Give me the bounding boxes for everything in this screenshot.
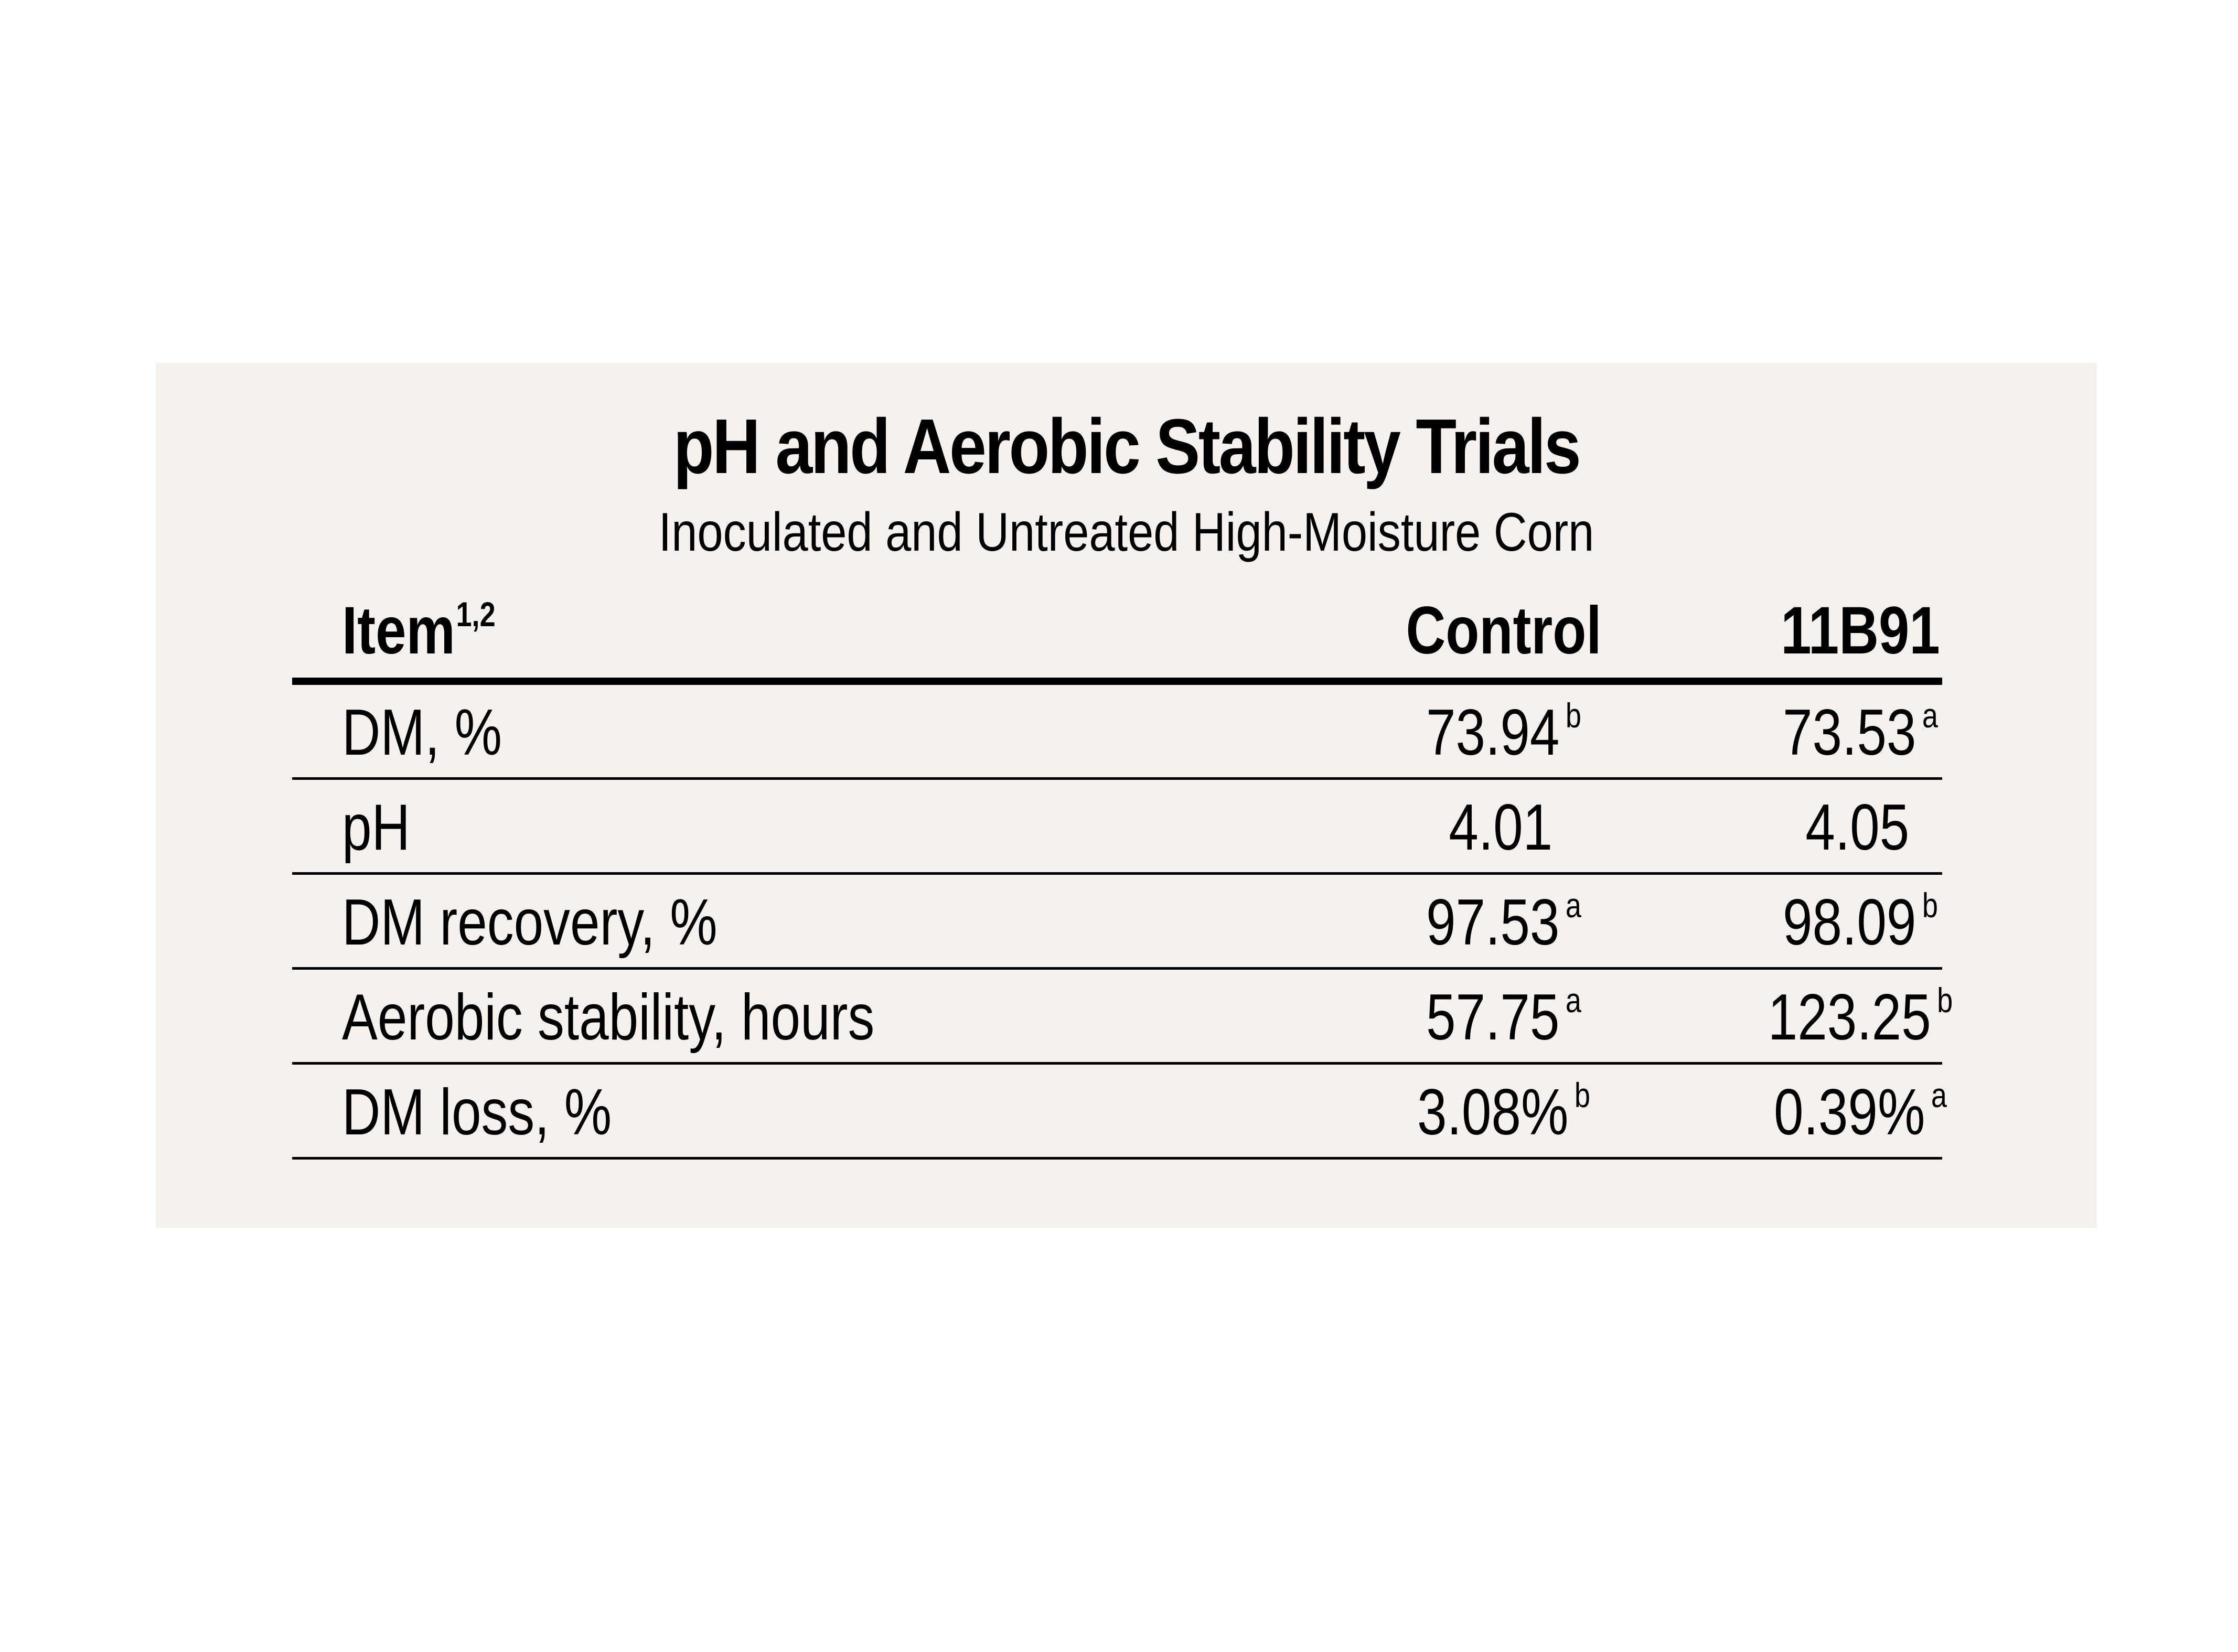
row-treated-value: 123.25 xyxy=(1768,981,1931,1054)
row-control-value: 3.08% xyxy=(1417,1076,1569,1149)
table-row: DM loss, % 3.08% b 0.39% a xyxy=(292,1065,1947,1160)
row-control-value: 57.75 xyxy=(1426,981,1560,1054)
table-subtitle: Inoculated and Untreated High-Moisture C… xyxy=(658,502,1594,563)
row-item-label: Aerobic stability, hours xyxy=(342,981,875,1054)
row-control-value: 73.94 xyxy=(1426,696,1560,769)
table-row: Aerobic stability, hours 57.75 a 123.25 b xyxy=(292,970,1953,1065)
row-control-sup: b xyxy=(1574,1076,1590,1114)
row-control-value: 97.53 xyxy=(1426,886,1560,959)
row-treated-sup: a xyxy=(1931,1076,1947,1114)
row-control-sup: b xyxy=(1565,696,1582,735)
row-control-sup: a xyxy=(1565,886,1582,925)
table-header-row: Item1,2 Control 11B91 xyxy=(292,593,1942,685)
row-control-cell: 73.94 b xyxy=(1362,676,1645,772)
row-item-label: DM recovery, % xyxy=(342,886,718,959)
header-treated: 11B91 xyxy=(1781,593,1940,668)
row-item-label: DM, % xyxy=(342,696,502,769)
row-treated-value: 0.39% xyxy=(1774,1076,1925,1149)
row-treated-cell: 4.05 xyxy=(1727,771,1994,867)
row-treated-cell: 123.25 b xyxy=(1727,961,1994,1057)
header-item-label: Item xyxy=(342,593,455,668)
row-treated-cell: 73.53 a xyxy=(1727,676,1994,772)
row-treated-value: 4.05 xyxy=(1805,791,1910,864)
row-control-cell: 3.08% b xyxy=(1362,1056,1645,1152)
row-control-cell: 4.01 xyxy=(1362,771,1645,867)
table-row: DM, % 73.94 b 73.53 a xyxy=(292,685,1942,780)
row-treated-sup: a xyxy=(1922,696,1939,735)
row-treated-cell: 98.09 b xyxy=(1727,866,1994,962)
row-control-cell: 97.53 a xyxy=(1362,866,1645,962)
row-treated-value: 73.53 xyxy=(1782,696,1916,769)
header-item: Item1,2 xyxy=(342,575,496,670)
row-treated-sup: b xyxy=(1937,981,1953,1020)
header-item-footnote: 1,2 xyxy=(456,595,496,634)
table-panel: pH and Aerobic Stability Trials Inoculat… xyxy=(156,363,2097,1228)
row-treated-value: 98.09 xyxy=(1782,886,1916,959)
row-treated-cell: 0.39% a xyxy=(1727,1056,1994,1152)
row-control-value: 4.01 xyxy=(1449,791,1553,864)
row-control-cell: 57.75 a xyxy=(1362,961,1645,1057)
table-row: DM recovery, % 97.53 a 98.09 b xyxy=(292,875,1942,970)
table-row: pH 4.01 4.05 xyxy=(292,780,1942,875)
header-control: Control xyxy=(1406,593,1602,668)
row-control-sup: a xyxy=(1565,981,1582,1020)
row-item-label: pH xyxy=(342,791,410,864)
table-title: pH and Aerobic Stability Trials xyxy=(673,403,1581,490)
row-treated-sup: b xyxy=(1922,886,1939,925)
data-table: Item1,2 Control 11B91 DM, % 73.94 b 73.53… xyxy=(292,593,1953,1160)
row-item-label: DM loss, % xyxy=(342,1076,612,1149)
